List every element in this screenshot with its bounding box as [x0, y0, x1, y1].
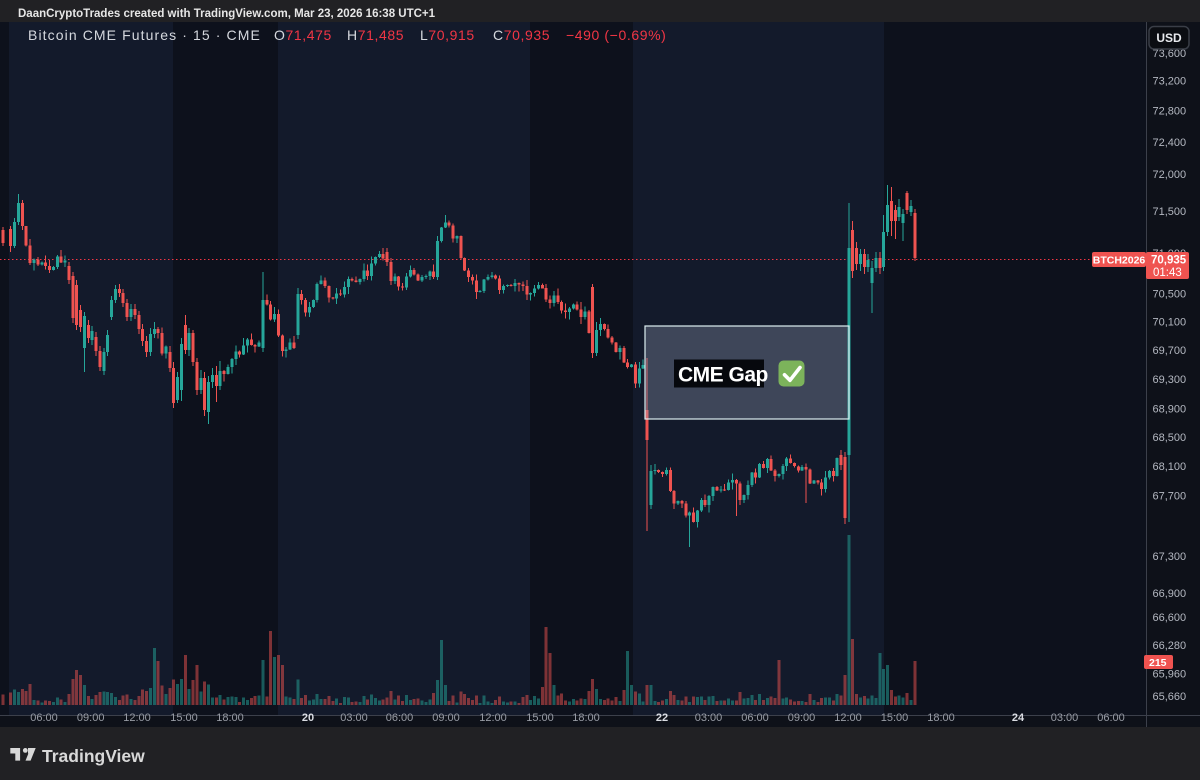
svg-text:15:00: 15:00 [881, 712, 909, 724]
svg-text:70,500: 70,500 [1153, 289, 1187, 301]
svg-text:12:00: 12:00 [123, 712, 151, 724]
svg-text:03:00: 03:00 [695, 712, 723, 724]
svg-text:Bitcoin CME Futures · 15 · CME: Bitcoin CME Futures · 15 · CME [28, 27, 261, 43]
svg-text:H71,485: H71,485 [347, 27, 404, 43]
svg-text:73,600: 73,600 [1153, 48, 1187, 60]
svg-text:18:00: 18:00 [927, 712, 955, 724]
svg-text:15:00: 15:00 [526, 712, 554, 724]
svg-text:06:00: 06:00 [1097, 712, 1125, 724]
svg-text:15:00: 15:00 [170, 712, 198, 724]
svg-text:68,900: 68,900 [1153, 404, 1187, 416]
svg-text:03:00: 03:00 [340, 712, 368, 724]
svg-text:67,300: 67,300 [1153, 551, 1187, 563]
svg-text:06:00: 06:00 [386, 712, 414, 724]
svg-text:12:00: 12:00 [479, 712, 507, 724]
svg-text:69,300: 69,300 [1153, 374, 1187, 386]
svg-text:215: 215 [1149, 657, 1167, 669]
svg-text:O71,475: O71,475 [274, 27, 332, 43]
svg-text:CME Gap: CME Gap [678, 364, 768, 387]
svg-text:18:00: 18:00 [572, 712, 600, 724]
svg-text:22: 22 [656, 712, 668, 724]
svg-text:20: 20 [302, 712, 314, 724]
svg-text:09:00: 09:00 [432, 712, 460, 724]
svg-text:−490 (−0.69%): −490 (−0.69%) [566, 27, 666, 43]
svg-text:12:00: 12:00 [834, 712, 862, 724]
svg-text:BTCH2026: BTCH2026 [1093, 255, 1146, 267]
svg-text:72,000: 72,000 [1153, 169, 1187, 181]
svg-text:70,100: 70,100 [1153, 317, 1187, 329]
svg-text:24: 24 [1012, 712, 1025, 724]
svg-text:C70,935: C70,935 [493, 27, 550, 43]
svg-text:70,935: 70,935 [1151, 255, 1187, 267]
svg-text:66,600: 66,600 [1153, 612, 1187, 624]
svg-text:69,700: 69,700 [1153, 345, 1187, 357]
svg-text:L70,915: L70,915 [420, 27, 475, 43]
svg-text:06:00: 06:00 [30, 712, 58, 724]
svg-text:65,660: 65,660 [1153, 691, 1187, 703]
svg-text:USD: USD [1156, 31, 1182, 45]
svg-text:09:00: 09:00 [788, 712, 816, 724]
svg-text:06:00: 06:00 [741, 712, 769, 724]
svg-text:67,700: 67,700 [1153, 491, 1187, 503]
svg-text:72,800: 72,800 [1153, 105, 1187, 117]
svg-text:66,280: 66,280 [1153, 640, 1187, 652]
svg-text:TradingView: TradingView [42, 746, 145, 766]
svg-text:DaanCryptoTrades created with: DaanCryptoTrades created with TradingVie… [18, 8, 436, 20]
svg-text:73,200: 73,200 [1153, 76, 1187, 88]
svg-text:66,900: 66,900 [1153, 588, 1187, 600]
svg-text:03:00: 03:00 [1051, 712, 1079, 724]
svg-text:68,500: 68,500 [1153, 432, 1187, 444]
svg-text:71,500: 71,500 [1153, 206, 1187, 218]
svg-text:09:00: 09:00 [77, 712, 105, 724]
svg-text:65,960: 65,960 [1153, 669, 1187, 681]
svg-text:68,100: 68,100 [1153, 461, 1187, 473]
svg-text:18:00: 18:00 [216, 712, 244, 724]
svg-text:01:43: 01:43 [1153, 267, 1182, 279]
svg-text:72,400: 72,400 [1153, 137, 1187, 149]
